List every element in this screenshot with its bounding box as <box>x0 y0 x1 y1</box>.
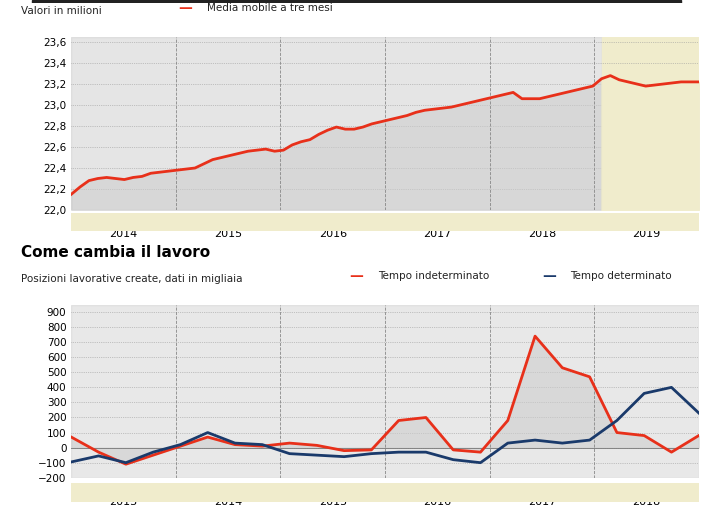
Bar <box>490 483 594 502</box>
Text: Tempo determinato: Tempo determinato <box>570 270 672 281</box>
Text: Tempo indeterminato: Tempo indeterminato <box>378 270 489 281</box>
Bar <box>594 483 699 502</box>
Bar <box>176 214 280 231</box>
Bar <box>71 304 699 478</box>
Text: Come cambia il lavoro: Come cambia il lavoro <box>21 245 210 260</box>
Text: Media mobile a tre mesi: Media mobile a tre mesi <box>207 3 332 13</box>
Bar <box>71 214 176 231</box>
Text: Valori in milioni: Valori in milioni <box>21 6 102 16</box>
Text: —: — <box>349 269 363 282</box>
Bar <box>490 214 594 231</box>
Bar <box>280 214 385 231</box>
Text: Posizioni lavorative create, dati in migliaia: Posizioni lavorative create, dati in mig… <box>21 274 243 284</box>
Bar <box>594 214 699 231</box>
Bar <box>385 483 490 502</box>
Bar <box>602 37 699 210</box>
Bar <box>71 37 602 210</box>
Bar <box>280 483 385 502</box>
Text: —: — <box>178 1 192 15</box>
Text: —: — <box>542 269 555 282</box>
Bar <box>385 214 490 231</box>
Bar <box>71 483 176 502</box>
Bar <box>176 483 280 502</box>
